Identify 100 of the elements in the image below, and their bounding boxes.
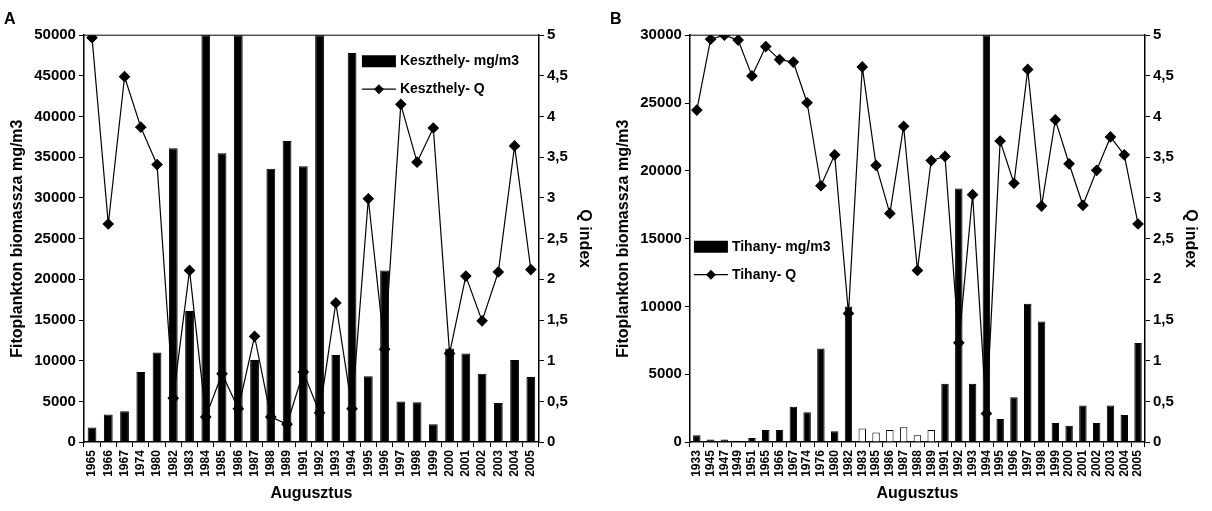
y-tick-label: 15000 [34,310,76,328]
y2-tick-label: 1,5 [546,310,568,328]
x-axis-title: Augusztus [270,483,353,501]
x-tick-label: 1987 [895,449,910,477]
y2-tick-label: 2 [1152,269,1162,287]
x-tick-label: 2003 [1102,449,1117,477]
chart-title: A [4,10,16,28]
x-tick-label: 1989 [279,449,294,477]
y2-tick-label: 5 [546,25,556,43]
x-tick-label: 1987 [246,449,261,477]
x-tick-label: 1996 [1006,449,1021,477]
y2-tick-label: 3,5 [546,147,568,165]
x-tick-label: 1993 [328,449,343,477]
x-tick-label: 1988 [909,449,924,477]
x-tick-label: 1951 [744,449,759,477]
x-tick-label: 1982 [840,449,855,477]
y-tick-label: 10000 [34,350,76,368]
x-tick-label: 1980 [149,449,164,477]
y-axis-title: Fitoplankton biomassza mg/m3 [8,119,26,358]
y-tick-label: 30000 [34,188,76,206]
x-tick-label: 1980 [827,449,842,477]
y2-axis-title: Q index [576,209,594,269]
y-tick-label: 25000 [34,228,76,246]
y2-tick-label: 0 [1152,432,1162,450]
y2-tick-label: 3,5 [1152,147,1174,165]
chart-title: B [610,10,622,28]
x-tick-label: 1994 [344,449,359,477]
y2-tick-label: 1 [1152,350,1162,368]
x-tick-label: 1998 [409,449,424,477]
y2-tick-label: 4 [546,106,556,124]
y-tick-label: 45000 [34,66,76,84]
x-tick-label: 2003 [490,449,505,477]
y-tick-label: 30000 [640,25,682,43]
x-tick-label: 1993 [964,449,979,477]
x-tick-label: 2005 [523,449,538,477]
y-axis-title: Fitoplankton biomassza mg/m3 [614,119,632,358]
y2-tick-label: 2,5 [546,228,568,246]
legend-label: Keszthely- Q [399,80,485,97]
x-tick-label: 1965 [758,449,773,477]
x-tick-label: 1997 [1020,449,1035,477]
x-tick-label: 1985 [214,449,229,477]
y-tick-label: 35000 [34,147,76,165]
x-tick-label: 1992 [951,449,966,477]
x-tick-label: 1997 [393,449,408,477]
legend-label: Tihany- mg/m3 [731,237,831,254]
x-tick-label: 1999 [425,449,440,477]
x-tick-label: 1986 [882,449,897,477]
x-tick-label: 1992 [311,449,326,477]
y2-tick-label: 5 [1152,25,1162,43]
x-tick-label: 1994 [978,449,993,477]
x-tick-label: 1991 [295,449,310,477]
y2-tick-label: 4,5 [546,66,568,84]
x-tick-label: 1967 [116,449,131,477]
x-tick-label: 1947 [716,449,731,477]
x-tick-label: 1983 [854,449,869,477]
y2-tick-label: 2 [546,269,556,287]
y-tick-label: 20000 [640,160,682,178]
y2-tick-label: 1,5 [1152,310,1174,328]
x-tick-label: 1995 [992,449,1007,477]
x-tick-label: 1985 [868,449,883,477]
x-axis-title: Augusztus [876,483,959,501]
x-tick-label: 1986 [230,449,245,477]
y2-tick-label: 3 [546,188,556,206]
x-tick-label: 2001 [458,449,473,477]
y2-tick-label: 3 [1152,188,1162,206]
y-tick-label: 25000 [640,93,682,111]
x-tick-label: 2001 [1075,449,1090,477]
y2-tick-label: 1 [546,350,556,368]
x-tick-label: 1967 [785,449,800,477]
x-tick-label: 2004 [506,449,521,477]
y2-tick-label: 0 [546,432,556,450]
y2-tick-label: 0,5 [1152,391,1174,409]
x-tick-label: 2004 [1116,449,1131,477]
x-tick-label: 1988 [263,449,278,477]
x-tick-label: 1996 [376,449,391,477]
x-tick-label: 1974 [799,449,814,477]
x-tick-label: 2000 [1061,449,1076,477]
x-tick-label: 1966 [771,449,786,477]
x-tick-label: 1995 [360,449,375,477]
x-tick-label: 1984 [198,449,213,477]
y2-tick-label: 4 [1152,106,1162,124]
x-tick-label: 1999 [1047,449,1062,477]
y-tick-label: 40000 [34,106,76,124]
x-tick-label: 1991 [937,449,952,477]
x-tick-label: 1965 [84,449,99,477]
y-tick-label: 0 [67,432,76,450]
y-tick-label: 50000 [34,25,76,43]
x-tick-label: 1982 [165,449,180,477]
x-tick-label: 1998 [1033,449,1048,477]
x-tick-label: 1945 [702,449,717,477]
y2-tick-label: 0,5 [546,391,568,409]
y-tick-label: 15000 [640,228,682,246]
y2-tick-label: 2,5 [1152,228,1174,246]
x-tick-label: 1949 [730,449,745,477]
y-tick-label: 0 [673,432,682,450]
y-tick-label: 20000 [34,269,76,287]
x-tick-label: 1976 [813,449,828,477]
legend-label: Keszthely- mg/m3 [399,52,520,69]
x-tick-label: 1989 [923,449,938,477]
y-tick-label: 10000 [640,296,682,314]
